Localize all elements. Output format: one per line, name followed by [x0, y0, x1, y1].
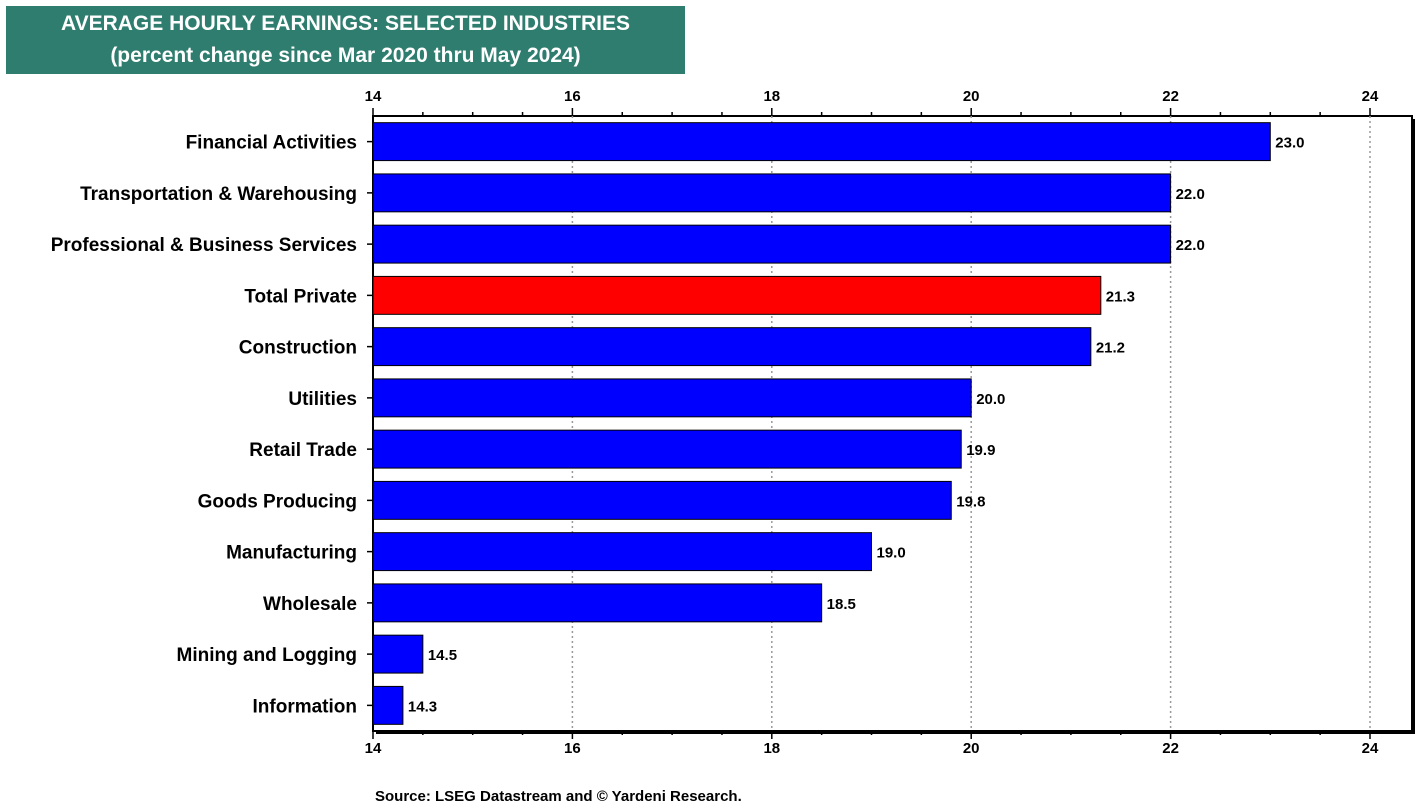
x-tick-label-bottom: 18: [763, 740, 780, 757]
chart-subtitle: (percent change since Mar 2020 thru May …: [110, 44, 581, 67]
x-tick-label-top: 20: [963, 88, 980, 105]
category-label: Information: [253, 696, 358, 717]
value-label: 23.0: [1275, 135, 1304, 152]
x-tick-label-top: 24: [1362, 88, 1379, 105]
category-label: Utilities: [288, 389, 357, 410]
x-tick-label-top: 16: [564, 88, 581, 105]
x-tick-label-bottom: 14: [365, 740, 382, 757]
category-label: Construction: [239, 338, 357, 359]
category-label: Financial Activities: [186, 133, 357, 154]
x-tick-label-top: 14: [365, 88, 382, 105]
category-label: Mining and Logging: [177, 645, 357, 666]
bar: [372, 224, 1172, 264]
value-label: 21.2: [1096, 340, 1125, 357]
bar: [372, 122, 1271, 162]
bar: [372, 685, 404, 725]
category-label: Manufacturing: [226, 543, 357, 564]
x-tick-label-bottom: 20: [963, 740, 980, 757]
category-label: Wholesale: [263, 594, 357, 615]
category-label: Goods Producing: [198, 491, 357, 512]
x-tick-label-top: 18: [763, 88, 780, 105]
source-note: Source: LSEG Datastream and © Yardeni Re…: [375, 788, 742, 805]
bar: [372, 532, 872, 572]
bar: [372, 429, 962, 469]
bar: [372, 173, 1172, 213]
bar: [372, 480, 952, 520]
bar: [372, 378, 972, 418]
value-label: 14.5: [428, 647, 457, 664]
category-label: Professional & Business Services: [51, 235, 357, 256]
value-label: 19.0: [877, 545, 906, 562]
bar: [372, 634, 424, 674]
x-tick-label-bottom: 22: [1162, 740, 1179, 757]
category-label: Total Private: [244, 286, 357, 307]
value-label: 14.3: [408, 698, 437, 715]
value-label: 20.0: [976, 391, 1005, 408]
value-label: 19.8: [956, 493, 985, 510]
x-tick-label-top: 22: [1162, 88, 1179, 105]
bar: [372, 583, 823, 623]
chart-title-box: AVERAGE HOURLY EARNINGS: SELECTED INDUST…: [6, 6, 685, 74]
value-label: 21.3: [1106, 288, 1135, 305]
value-label: 19.9: [966, 442, 995, 459]
plot-frame: [372, 115, 1413, 732]
chart-title: AVERAGE HOURLY EARNINGS: SELECTED INDUST…: [60, 12, 631, 35]
x-tick-label-bottom: 16: [564, 740, 581, 757]
bar: [372, 327, 1092, 367]
category-label: Retail Trade: [249, 440, 357, 461]
value-label: 18.5: [827, 596, 856, 613]
x-tick-label-bottom: 24: [1362, 740, 1379, 757]
category-label: Transportation & Warehousing: [80, 184, 357, 205]
bar: [372, 275, 1102, 315]
value-label: 22.0: [1176, 237, 1205, 254]
value-label: 22.0: [1176, 186, 1205, 203]
